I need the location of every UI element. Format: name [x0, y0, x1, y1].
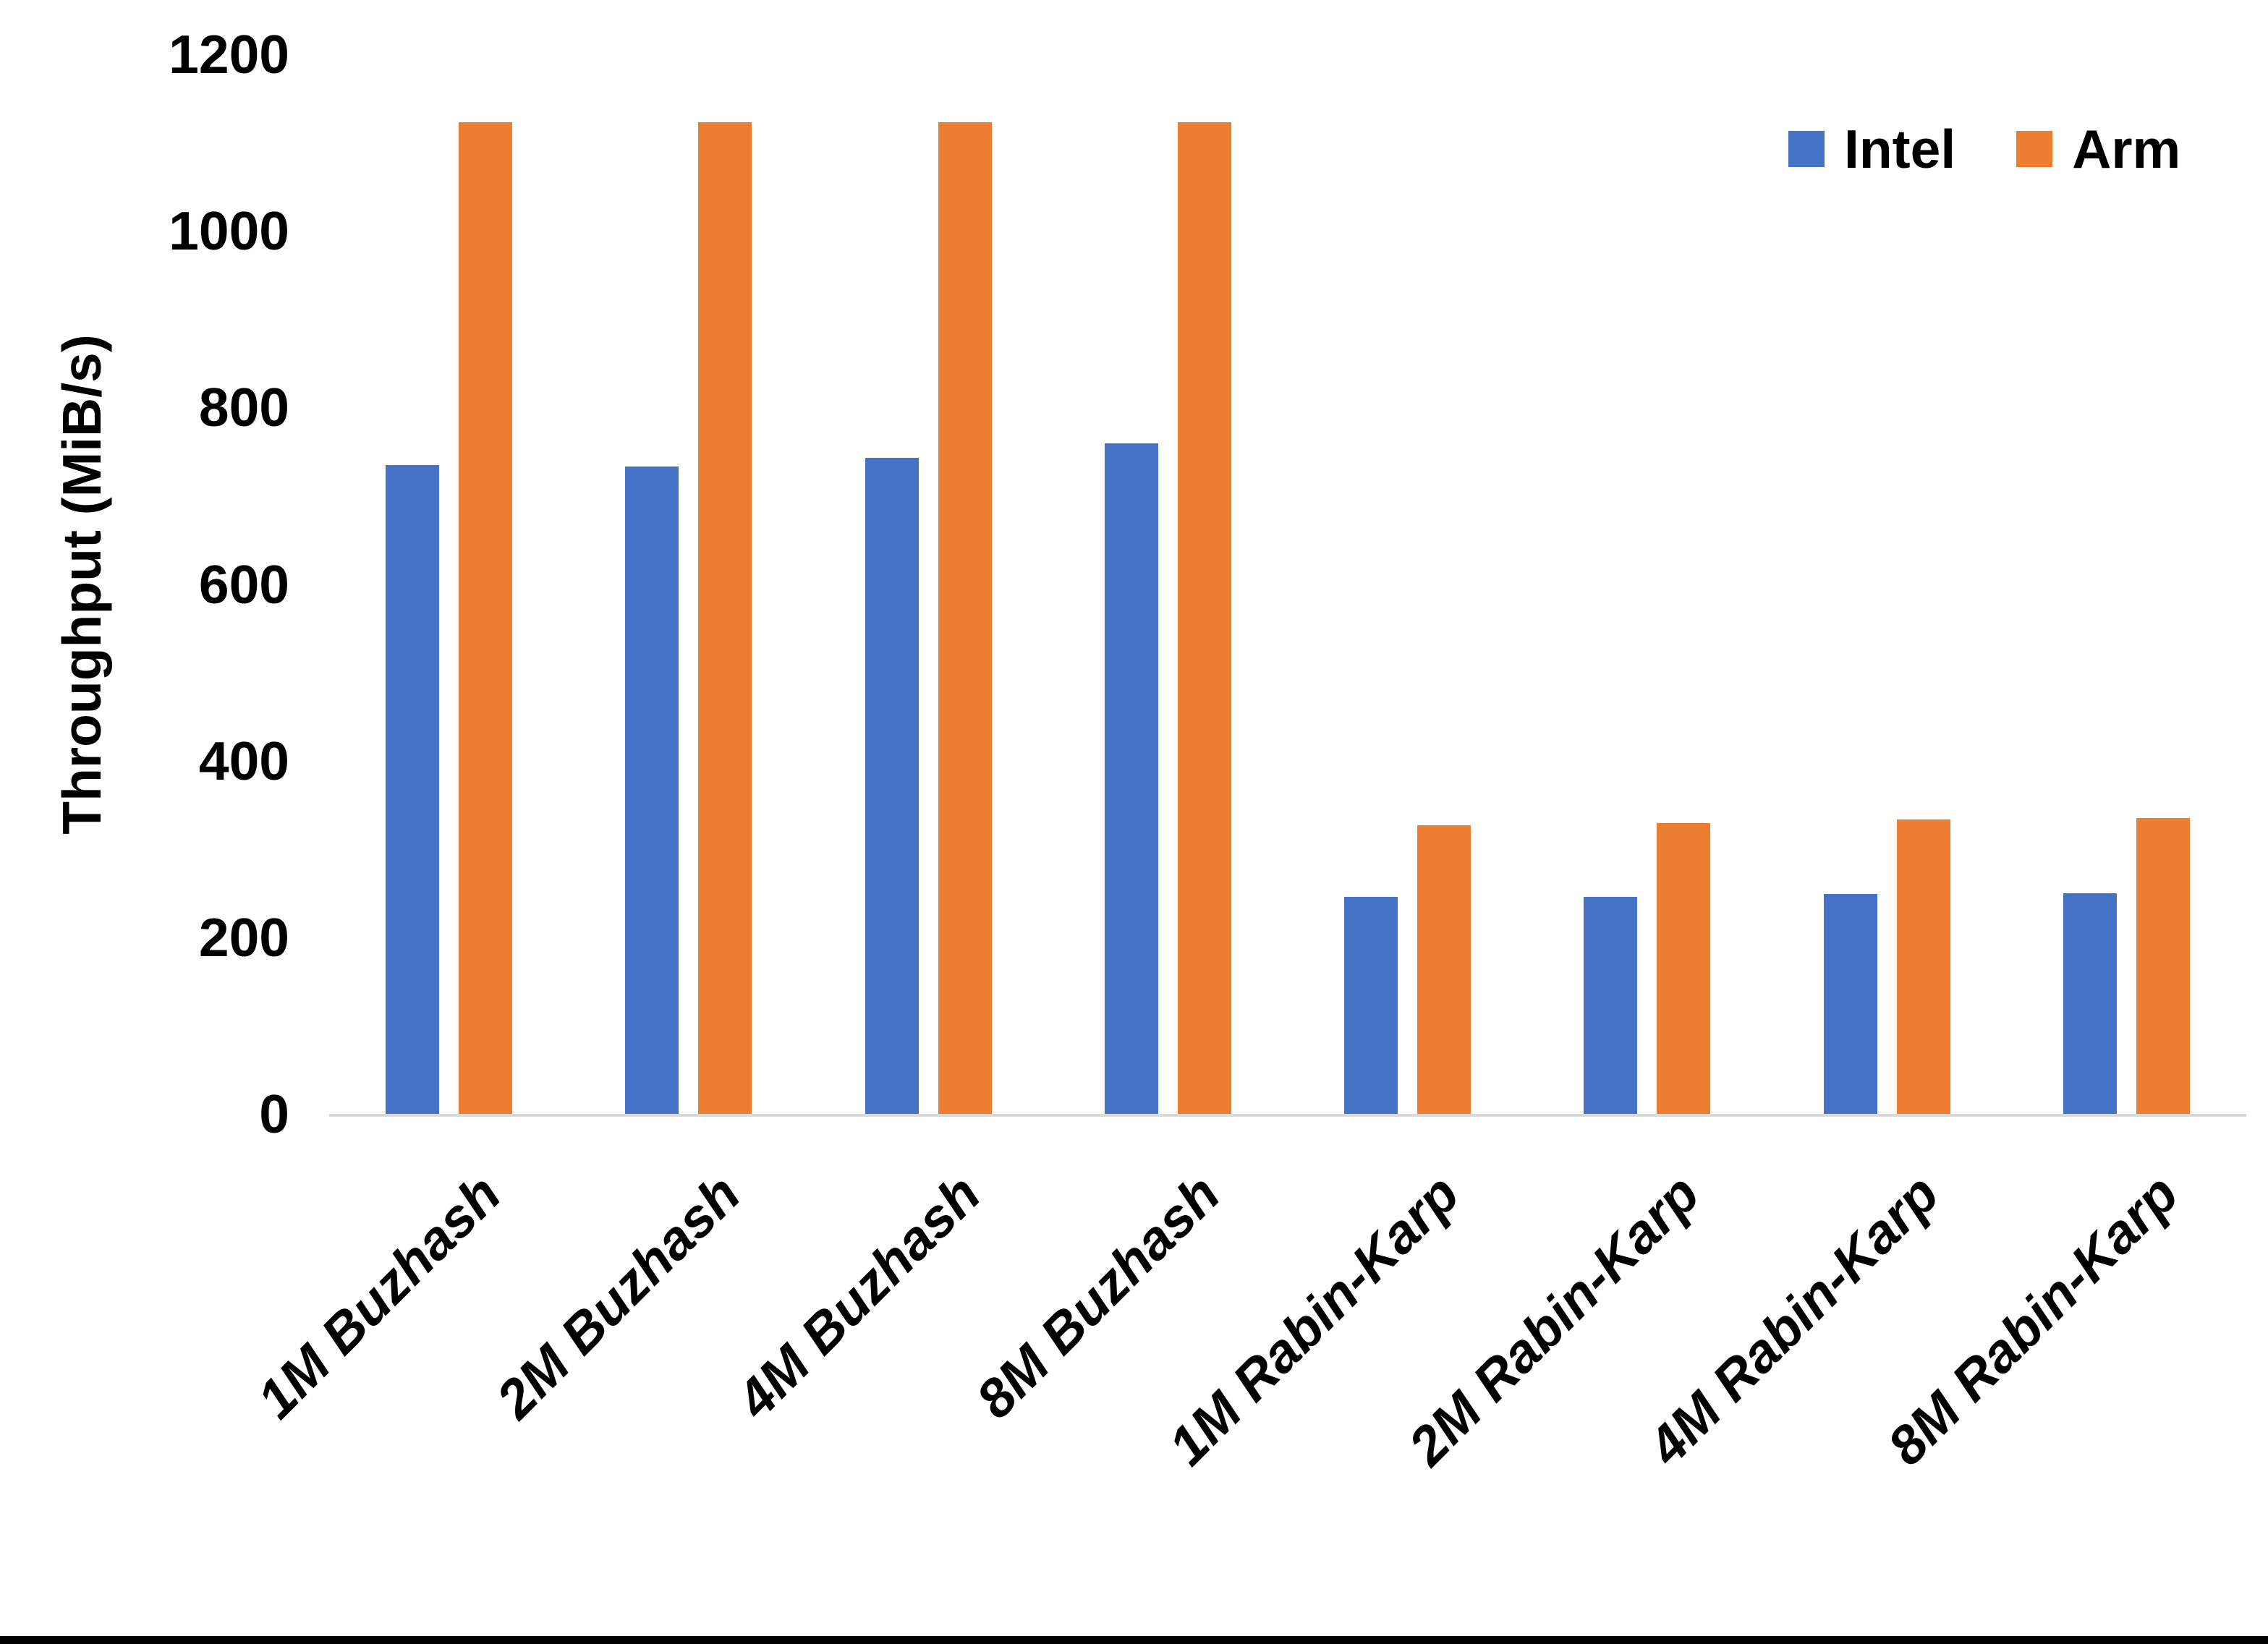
bar-arm-2m-rabin-karp: [1657, 823, 1711, 1114]
legend-label-intel: Intel: [1844, 119, 1956, 179]
legend-swatch-intel: [1788, 131, 1825, 167]
bar-intel-2m-rabin-karp: [1584, 896, 1638, 1114]
legend: Intel Arm: [1788, 116, 2180, 182]
x-axis-label-4m-buzhash: 4M Buzhash: [724, 1162, 992, 1430]
legend-entry-arm: Arm: [2016, 116, 2180, 182]
bar-arm-1m-buzhash: [459, 122, 513, 1114]
bar-intel-2m-buzhash: [625, 467, 679, 1114]
bar-arm-8m-buzhash: [1177, 122, 1231, 1114]
bar-arm-4m-rabin-karp: [1896, 819, 1950, 1114]
bottom-border: [0, 1636, 2268, 1644]
bar-intel-1m-buzhash: [386, 464, 440, 1114]
bar-arm-2m-buzhash: [698, 122, 752, 1114]
bar-arm-4m-buzhash: [938, 122, 992, 1114]
y-tick-label-400: 400: [198, 730, 289, 791]
x-axis-label-1m-buzhash: 1M Buzhash: [245, 1162, 512, 1430]
x-axis-label-2m-buzhash: 2M Buzhash: [485, 1162, 752, 1430]
y-tick-label-0: 0: [259, 1083, 289, 1144]
y-tick-label-600: 600: [198, 553, 289, 615]
bar-intel-4m-buzhash: [865, 457, 919, 1114]
bar-intel-8m-buzhash: [1104, 443, 1158, 1114]
bar-arm-1m-rabin-karp: [1417, 825, 1471, 1114]
bar-intel-4m-rabin-karp: [1823, 894, 1877, 1114]
legend-entry-intel: Intel: [1788, 116, 1955, 182]
bar-arm-8m-rabin-karp: [2136, 818, 2190, 1114]
y-tick-label-1200: 1200: [169, 24, 289, 85]
bar-intel-1m-rabin-karp: [1344, 896, 1398, 1114]
x-axis-line: [329, 1114, 2246, 1117]
x-axis-label-8m-buzhash: 8M Buzhash: [964, 1162, 1231, 1430]
y-tick-label-1000: 1000: [169, 200, 289, 262]
legend-swatch-arm: [2016, 131, 2053, 167]
y-tick-label-800: 800: [198, 377, 289, 438]
y-tick-label-200: 200: [198, 906, 289, 968]
legend-label-arm: Arm: [2072, 119, 2181, 179]
bar-intel-8m-rabin-karp: [2063, 893, 2117, 1114]
